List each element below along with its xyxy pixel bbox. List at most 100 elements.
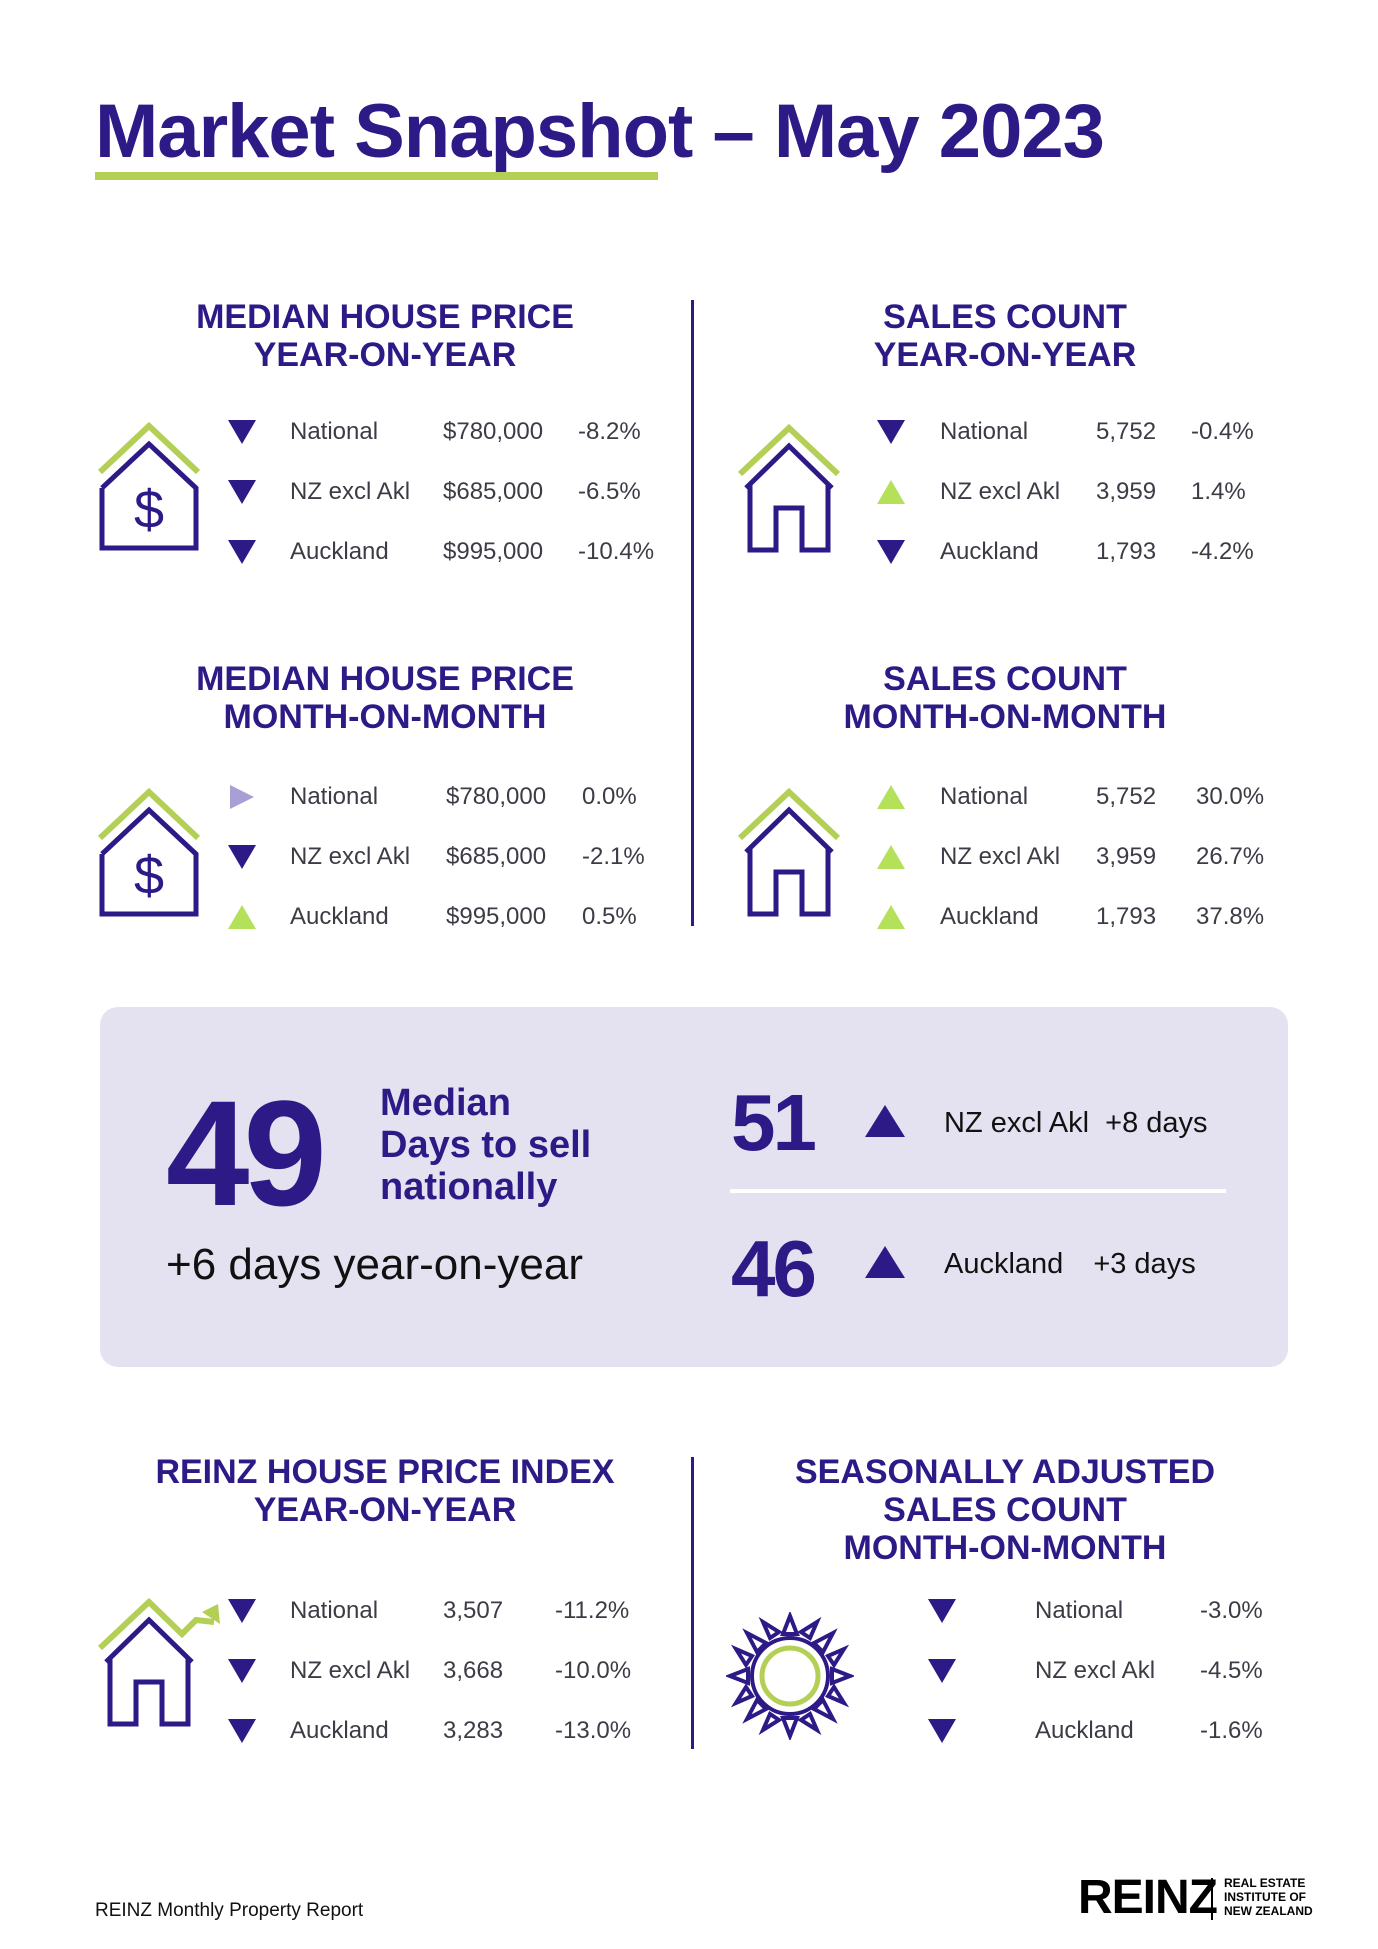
change-value: -10.4% xyxy=(578,538,655,565)
down-arrow-icon xyxy=(877,420,905,444)
region-label: NZ excl Akl xyxy=(940,843,1061,870)
region-label: Auckland xyxy=(290,1717,389,1744)
change-value: -6.5% xyxy=(578,478,641,505)
house-icon xyxy=(737,423,841,553)
count-value: 5,752 xyxy=(1096,418,1157,445)
divider-bottom xyxy=(691,1457,694,1749)
change-value: 37.8% xyxy=(1196,903,1265,930)
index-value: 3,668 xyxy=(443,1657,504,1684)
region-label: National xyxy=(940,783,1029,810)
region-label: Auckland xyxy=(290,538,389,565)
down-arrow-icon xyxy=(928,1659,956,1683)
region-label: Auckland xyxy=(290,903,389,930)
change-value: -13.0% xyxy=(555,1717,632,1744)
sun-icon xyxy=(726,1612,854,1740)
footer-text: REINZ Monthly Property Report xyxy=(95,1900,364,1921)
auckland-days-value: 46 xyxy=(731,1224,817,1313)
down-arrow-icon xyxy=(228,540,256,564)
change-value: -4.2% xyxy=(1191,538,1254,565)
section-title-mhp-yoy: MEDIAN HOUSE PRICE YEAR-ON-YEAR xyxy=(196,298,574,374)
change-value: 26.7% xyxy=(1196,843,1265,870)
nz-excl-akl-days-label: NZ excl Akl +8 days xyxy=(944,1107,1208,1139)
region-label: Auckland xyxy=(1035,1717,1134,1744)
price-value: $995,000 xyxy=(446,903,547,930)
down-arrow-icon xyxy=(928,1719,956,1743)
region-label: National xyxy=(1035,1597,1124,1624)
days-to-sell-panel xyxy=(100,1007,1288,1367)
price-value: $780,000 xyxy=(443,418,544,445)
svg-text:$: $ xyxy=(134,846,164,906)
right-arrow-icon xyxy=(230,785,254,809)
change-value: -3.0% xyxy=(1200,1597,1263,1624)
svg-text:$: $ xyxy=(134,480,164,540)
national-days-change: +6 days year-on-year xyxy=(166,1240,583,1289)
change-value: -10.0% xyxy=(555,1657,632,1684)
change-value: -11.2% xyxy=(555,1597,630,1624)
price-value: $685,000 xyxy=(446,843,547,870)
down-arrow-icon xyxy=(928,1599,956,1623)
change-value: -8.2% xyxy=(578,418,641,445)
up-arrow-icon xyxy=(877,905,905,929)
national-days-value: 49 xyxy=(166,1069,327,1237)
price-value: $685,000 xyxy=(443,478,544,505)
region-label: NZ excl Akl xyxy=(290,843,411,870)
house-dollar-icon: $ xyxy=(97,421,201,551)
up-arrow-icon xyxy=(877,480,905,504)
title-underline xyxy=(95,172,658,180)
house-trend-icon xyxy=(97,1597,220,1727)
region-label: National xyxy=(290,1597,379,1624)
region-label: NZ excl Akl xyxy=(290,478,411,505)
index-value: 3,507 xyxy=(443,1597,504,1624)
region-label: Auckland xyxy=(940,903,1039,930)
logo-divider xyxy=(1211,1878,1213,1920)
down-arrow-icon xyxy=(228,1599,256,1623)
change-value: 1.4% xyxy=(1191,478,1246,505)
index-value: 3,283 xyxy=(443,1717,504,1744)
region-label: NZ excl Akl xyxy=(1035,1657,1156,1684)
change-value: 0.5% xyxy=(582,903,637,930)
down-arrow-icon xyxy=(228,480,256,504)
up-arrow-icon xyxy=(865,1105,905,1137)
auckland-days-label: Auckland +3 days xyxy=(944,1248,1196,1280)
down-arrow-icon xyxy=(228,1659,256,1683)
reinz-logo: REINZ xyxy=(1078,1871,1218,1924)
down-arrow-icon xyxy=(228,420,256,444)
section-title-sc-mom: SALES COUNT MONTH-ON-MONTH xyxy=(843,660,1167,736)
change-value: 0.0% xyxy=(582,783,637,810)
change-value: -1.6% xyxy=(1200,1717,1263,1744)
count-value: 1,793 xyxy=(1096,903,1157,930)
count-value: 1,793 xyxy=(1096,538,1157,565)
national-days-label: Median Days to sell nationally xyxy=(380,1082,592,1208)
divider-top xyxy=(691,300,694,926)
up-arrow-icon xyxy=(877,845,905,869)
count-value: 3,959 xyxy=(1096,478,1157,505)
region-label: National xyxy=(290,783,379,810)
section-title-sc-yoy: SALES COUNT YEAR-ON-YEAR xyxy=(873,298,1137,374)
logo-subtitle: REAL ESTATE INSTITUTE OF NEW ZEALAND xyxy=(1224,1876,1313,1918)
up-arrow-icon xyxy=(865,1246,905,1278)
change-value: 30.0% xyxy=(1196,783,1265,810)
down-arrow-icon xyxy=(228,845,256,869)
region-label: National xyxy=(940,418,1029,445)
page-title: Market Snapshot – May 2023 xyxy=(95,89,1105,174)
count-value: 3,959 xyxy=(1096,843,1157,870)
house-icon xyxy=(737,787,841,917)
change-value: -0.4% xyxy=(1191,418,1254,445)
up-arrow-icon xyxy=(877,785,905,809)
house-dollar-icon: $ xyxy=(97,787,201,917)
nz-excl-akl-days-value: 51 xyxy=(731,1078,817,1167)
section-title-mhp-mom: MEDIAN HOUSE PRICE MONTH-ON-MONTH xyxy=(196,660,574,736)
change-value: -2.1% xyxy=(582,843,645,870)
section-title-sa-mom: SEASONALLY ADJUSTED SALES COUNT MONTH-ON-M… xyxy=(794,1453,1216,1567)
region-label: NZ excl Akl xyxy=(290,1657,411,1684)
panel-divider xyxy=(730,1189,1226,1193)
region-label: Auckland xyxy=(940,538,1039,565)
price-value: $780,000 xyxy=(446,783,547,810)
region-label: NZ excl Akl xyxy=(940,478,1061,505)
down-arrow-icon xyxy=(228,1719,256,1743)
down-arrow-icon xyxy=(877,540,905,564)
change-value: -4.5% xyxy=(1200,1657,1263,1684)
price-value: $995,000 xyxy=(443,538,544,565)
count-value: 5,752 xyxy=(1096,783,1157,810)
section-title-hpi-yoy: REINZ HOUSE PRICE INDEX YEAR-ON-YEAR xyxy=(155,1453,615,1529)
